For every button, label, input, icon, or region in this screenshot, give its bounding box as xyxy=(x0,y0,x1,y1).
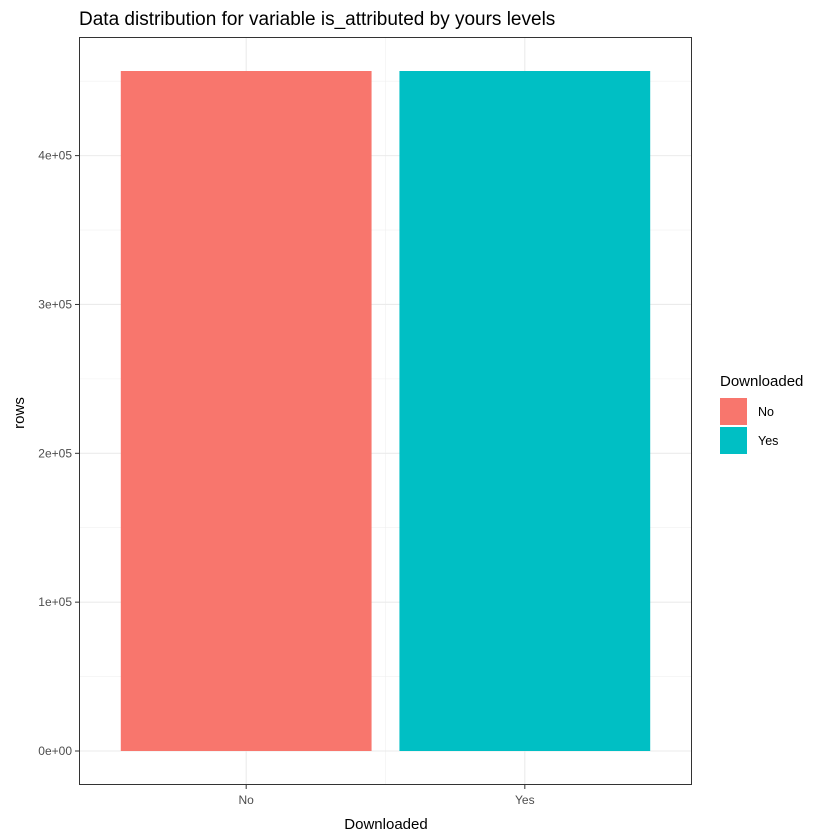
legend-key-yes xyxy=(720,427,747,454)
chart-title: Data distribution for variable is_attrib… xyxy=(79,9,555,30)
bar-no xyxy=(120,70,372,752)
bar-yes xyxy=(399,70,651,752)
y-tick-label: 2e+05 xyxy=(38,446,72,460)
y-tick-label: 3e+05 xyxy=(38,297,72,311)
x-tick-label: Yes xyxy=(515,793,535,807)
legend-key-no xyxy=(720,398,747,425)
y-tick-label: 0e+00 xyxy=(38,744,72,758)
bars xyxy=(120,70,651,752)
y-axis: 0e+00 1e+05 2e+05 3e+05 4e+05 xyxy=(38,149,79,758)
x-axis-title: Downloaded xyxy=(344,816,427,833)
plot-border xyxy=(79,37,692,785)
x-axis: No Yes xyxy=(239,785,535,807)
legend-title: Downloaded xyxy=(720,373,803,390)
plot-panel xyxy=(79,37,692,785)
legend-label: Yes xyxy=(758,434,778,448)
y-axis-title: rows xyxy=(11,397,28,429)
y-tick-label: 1e+05 xyxy=(38,595,72,609)
legend-items: No Yes xyxy=(720,398,778,454)
y-tick-label: 4e+05 xyxy=(38,149,72,163)
x-tick-label: No xyxy=(239,793,255,807)
legend: Downloaded No Yes xyxy=(720,373,803,454)
legend-label: No xyxy=(758,405,774,419)
